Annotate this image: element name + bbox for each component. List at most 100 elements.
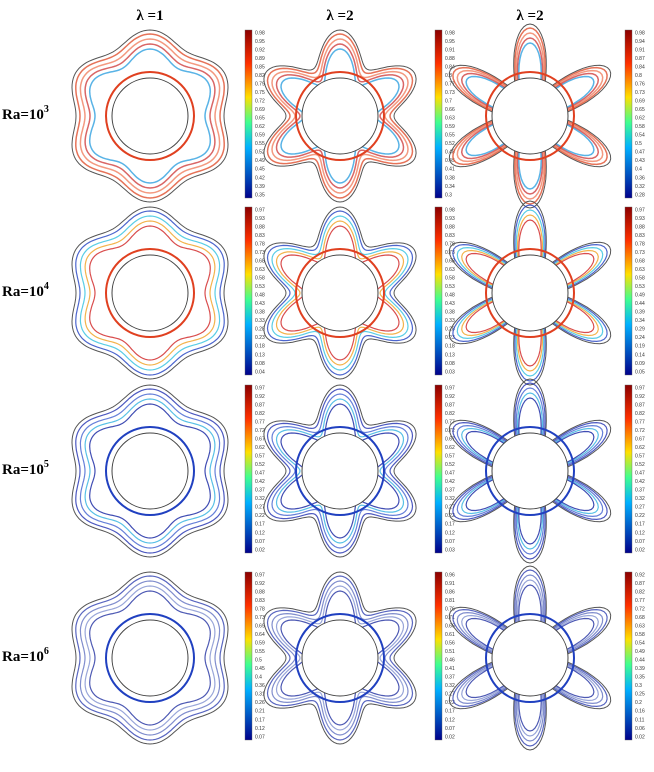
inner-cylinder xyxy=(302,78,378,154)
colorbar-label: 0.11 xyxy=(635,717,645,723)
colorbar-label: 0.07 xyxy=(255,539,265,545)
colorbar-label: 0.34 xyxy=(635,318,645,324)
colorbar-label: 0.86 xyxy=(445,589,455,595)
colorbar-label: 0.63 xyxy=(635,267,645,273)
colorbar xyxy=(245,30,252,198)
colorbar-label: 0.45 xyxy=(255,167,265,173)
colorbar xyxy=(625,30,632,198)
colorbar-label: 0.49 xyxy=(255,158,265,164)
colorbar-label: 0.12 xyxy=(635,530,645,536)
colorbar-label: 0.34 xyxy=(445,184,455,190)
colorbar-label: 0.16 xyxy=(635,709,645,715)
colorbar-label: 0.88 xyxy=(635,224,645,230)
colorbar xyxy=(435,207,442,375)
colorbar-label: 0.87 xyxy=(635,56,645,62)
colorbar-label: 0.24 xyxy=(635,335,645,341)
colorbar-label: 0.5 xyxy=(635,141,642,147)
colorbar-label: 0.8 xyxy=(635,73,642,79)
colorbar-label: 0.44 xyxy=(635,658,645,664)
colorbar-label: 0.08 xyxy=(445,361,455,367)
colorbar-label: 0.95 xyxy=(255,39,265,45)
colorbar xyxy=(435,30,442,198)
colorbar-label: 0.73 xyxy=(635,90,645,96)
colorbar-label: 0.38 xyxy=(255,310,265,316)
colorbar-label: 0.83 xyxy=(445,233,455,239)
colorbar-label: 0.8 xyxy=(445,73,452,79)
colorbar-label: 0.83 xyxy=(255,598,265,604)
colorbar-label: 0.63 xyxy=(445,116,455,122)
colorbar-label: 0.38 xyxy=(445,175,455,181)
colorbar-label: 0.68 xyxy=(635,615,645,621)
colorbar-label: 0.68 xyxy=(255,258,265,264)
colorbar-label: 0.19 xyxy=(635,344,645,350)
colorbar-label: 0.17 xyxy=(445,522,455,528)
colorbar-label: 0.48 xyxy=(445,293,455,299)
colorbar-label: 0.17 xyxy=(255,717,265,723)
colorbar-label: 0.4 xyxy=(255,675,262,681)
colorbar-label: 0.88 xyxy=(445,224,455,230)
colorbar-label: 0.67 xyxy=(635,436,645,442)
colorbar xyxy=(625,207,632,375)
colorbar-label: 0.82 xyxy=(445,411,455,417)
colorbar-label: 0.82 xyxy=(635,411,645,417)
colorbar xyxy=(625,385,632,553)
colorbar-label: 0.14 xyxy=(635,352,645,358)
colorbar xyxy=(625,572,632,740)
colorbar-label: 0.62 xyxy=(255,124,265,130)
colorbar-label: 0.33 xyxy=(445,318,455,324)
colorbar-label: 0.07 xyxy=(445,539,455,545)
colorbar-label: 0.63 xyxy=(255,267,265,273)
inner-cylinder xyxy=(302,620,378,696)
colorbar-label: 0.83 xyxy=(635,233,645,239)
colorbar-label: 0.59 xyxy=(255,133,265,139)
colorbar-label: 0.47 xyxy=(445,471,455,477)
colorbar-label: 0.45 xyxy=(255,666,265,672)
colorbar-label: 0.69 xyxy=(635,99,645,105)
colorbar-label: 0.73 xyxy=(255,615,265,621)
colorbar-label: 0.97 xyxy=(445,385,455,391)
colorbar-label: 0.97 xyxy=(255,385,265,391)
colorbar-label: 0.91 xyxy=(445,581,455,587)
colorbar-label: 0.58 xyxy=(635,632,645,638)
colorbar-label: 0.49 xyxy=(635,293,645,299)
colorbar-label: 0.49 xyxy=(635,649,645,655)
colorbar-label: 0.3 xyxy=(635,683,642,689)
colorbar-label: 0.25 xyxy=(635,692,645,698)
colorbar-label: 0.97 xyxy=(635,385,645,391)
colorbar-label: 0.13 xyxy=(445,352,455,358)
colorbar-label: 0.55 xyxy=(255,649,265,655)
colorbar-label: 0.91 xyxy=(445,47,455,53)
colorbar xyxy=(245,207,252,375)
colorbar-label: 0.18 xyxy=(445,344,455,350)
colorbar-label: 0.26 xyxy=(255,700,265,706)
colorbar-label: 0.52 xyxy=(635,462,645,468)
colorbar-label: 0.87 xyxy=(445,402,455,408)
colorbar-label: 0.87 xyxy=(635,402,645,408)
colorbar-label: 0.69 xyxy=(255,623,265,629)
colorbar-label: 0.72 xyxy=(255,428,265,434)
colorbar-label: 0.57 xyxy=(635,454,645,460)
colorbar-label: 0.4 xyxy=(635,167,642,173)
colorbar-label: 0.47 xyxy=(255,471,265,477)
figure: λ =1λ =2λ =2Ra=1030.980.950.920.890.850.… xyxy=(0,0,654,772)
colorbar-label: 0.12 xyxy=(445,530,455,536)
colorbar xyxy=(435,385,442,553)
colorbar-label: 0.62 xyxy=(635,116,645,122)
inner-cylinder xyxy=(492,78,568,154)
colorbar-label: 0.62 xyxy=(255,445,265,451)
colorbar-label: 0.02 xyxy=(445,734,455,740)
colorbar-label: 0.98 xyxy=(255,30,265,36)
colorbar-label: 0.59 xyxy=(255,641,265,647)
colorbar-label: 0.03 xyxy=(445,369,455,375)
colorbar-label: 0.12 xyxy=(255,726,265,732)
colorbar-label: 0.84 xyxy=(635,64,645,70)
colorbar-label: 0.5 xyxy=(255,658,262,664)
colorbar-label: 0.13 xyxy=(255,352,265,358)
colorbar-label: 0.83 xyxy=(255,233,265,239)
colorbar-label: 0.98 xyxy=(635,30,645,36)
column-header: λ =2 xyxy=(516,8,543,24)
colorbar-label: 0.07 xyxy=(635,539,645,545)
colorbar-label: 0.55 xyxy=(255,141,265,147)
colorbar-label: 0.64 xyxy=(255,632,265,638)
inner-cylinder xyxy=(302,433,378,509)
